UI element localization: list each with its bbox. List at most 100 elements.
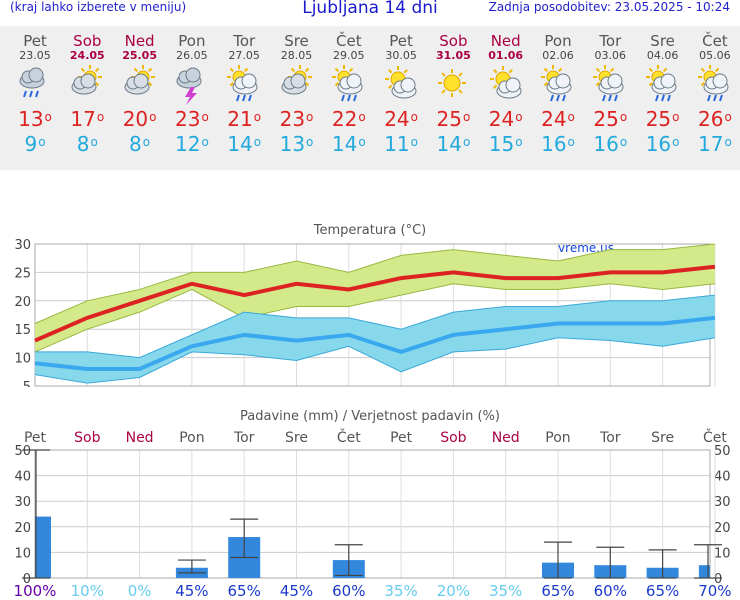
day-name: Tor [233, 32, 256, 50]
sun-cloud-rain-icon [323, 64, 375, 106]
day-date: 02.06 [542, 49, 574, 62]
x-tick-label: Sob [74, 430, 100, 446]
min-temp: 11o [375, 132, 427, 156]
degree-symbol: o [201, 135, 209, 149]
min-temp: 17o [689, 132, 740, 156]
min-temp: 16o [584, 132, 636, 156]
y-tick-label: 20 [14, 295, 31, 310]
sun-cloud-rain-icon [532, 64, 584, 106]
day-name: Tor [599, 32, 622, 50]
temperature-chart: Temperatura (°C)51015202530vreme.us [14, 223, 716, 387]
degree-symbol: o [672, 135, 680, 149]
max-temp-value: 24 [384, 107, 410, 131]
max-temp: 25o [637, 106, 689, 132]
band-upper-min [35, 294, 715, 359]
y-tick-label-right: 30 [714, 495, 731, 510]
min-temp-value: 13 [279, 132, 306, 156]
max-temp: 26o [689, 106, 740, 132]
degree-symbol: o [515, 110, 523, 124]
min-temp: 16o [532, 132, 584, 156]
min-temp: 14o [323, 132, 375, 156]
min-temp-value: 15 [488, 132, 515, 156]
band-upper-max [34, 243, 715, 324]
y-tick-label-left: 10 [14, 546, 31, 561]
max-temp-value: 13 [18, 107, 44, 131]
day-name: Čet [702, 32, 728, 50]
degree-symbol: o [44, 110, 52, 124]
probability-label: 35% [489, 582, 522, 600]
day-date: 30.05 [385, 49, 417, 62]
max-temp: 17o [61, 106, 113, 132]
min-temp: 14o [427, 132, 479, 156]
day-date: 27.05 [228, 49, 260, 62]
day-column: Ned 25.05 20o 8o [114, 26, 166, 157]
precip-bar [698, 565, 710, 578]
max-temp: 24o [532, 106, 584, 132]
day-date: 05.06 [699, 49, 731, 62]
day-name: Sob [439, 32, 468, 50]
x-tick-label: Tor [599, 430, 621, 446]
min-temp: 9o [9, 132, 61, 156]
degree-symbol: o [358, 110, 366, 124]
day-date: 26.05 [176, 49, 208, 62]
daily-forecast: Pet 23.05 13o 9o Sob 24.05 17o 8o Ned 25.05 20o 8o P… [0, 26, 740, 170]
x-tick-label: Tor [233, 430, 255, 446]
probability-label: 65% [228, 582, 261, 600]
min-temp-value: 17 [697, 132, 724, 156]
min-temp: 13o [271, 132, 323, 156]
day-column: Pon 26.05 23o 12o [166, 26, 218, 157]
partly-cloudy-icon [114, 64, 166, 106]
min-temp: 16o [637, 132, 689, 156]
day-date: 04.06 [646, 49, 679, 62]
x-tick-label: Ned [492, 430, 520, 446]
degree-symbol: o [306, 110, 314, 124]
probability-label: 65% [646, 582, 679, 600]
series-line-max [34, 264, 716, 343]
degree-symbol: o [358, 135, 366, 149]
partly-cloudy-icon [271, 64, 323, 106]
day-date: 23.05 [19, 49, 51, 62]
max-temp: 24o [375, 106, 427, 132]
y-tick-label-left: 20 [14, 521, 31, 536]
degree-symbol: o [515, 135, 523, 149]
day-date: 25.05 [122, 49, 157, 62]
partly-cloudy-icon [61, 64, 113, 106]
page-title: Ljubljana 14 dni [302, 0, 438, 18]
day-date: 01.06 [488, 49, 524, 62]
max-temp-value: 25 [436, 107, 462, 131]
cloud-rain-icon [9, 64, 61, 106]
precip-bar [35, 516, 51, 578]
day-column: Pet 30.05 24o 11o [375, 26, 427, 157]
min-temp-value: 14 [227, 132, 253, 156]
probability-label: 10% [71, 582, 104, 600]
degree-symbol: o [567, 135, 575, 149]
max-temp-value: 26 [697, 107, 724, 131]
day-column: Sob 24.05 17o 8o [61, 26, 113, 157]
degree-symbol: o [410, 110, 418, 124]
day-date: 03.06 [594, 49, 627, 62]
x-tick-label: Pet [390, 430, 413, 446]
y-tick-label-right: 0 [714, 572, 722, 587]
last-update: Zadnja posodobitev: 23.05.2025 - 10:24 [488, 0, 730, 14]
probability-label: 100% [14, 582, 57, 600]
max-temp-value: 25 [645, 107, 672, 131]
max-temp-value: 17 [70, 107, 96, 131]
degree-symbol: o [96, 110, 105, 124]
degree-symbol: o [462, 135, 471, 149]
sun-cloud-icon [375, 64, 427, 106]
band-min [35, 295, 715, 384]
max-temp-value: 21 [227, 107, 253, 131]
probability-label: 45% [280, 582, 313, 600]
x-tick-label: Sre [651, 430, 674, 446]
x-tick-label: Pon [179, 430, 204, 446]
degree-symbol: o [149, 110, 157, 124]
day-name: Pon [544, 32, 572, 50]
day-date: 28.05 [280, 49, 313, 62]
band-lower-max [34, 283, 715, 353]
day-column: Sob 31.05 25o 14o [427, 26, 479, 157]
day-name: Sre [284, 32, 309, 50]
day-column: Sre 04.06 25o 16o [637, 26, 689, 156]
degree-symbol: o [253, 135, 262, 149]
sun-cloud-rain-icon [689, 64, 740, 106]
min-temp: 8o [61, 132, 113, 156]
